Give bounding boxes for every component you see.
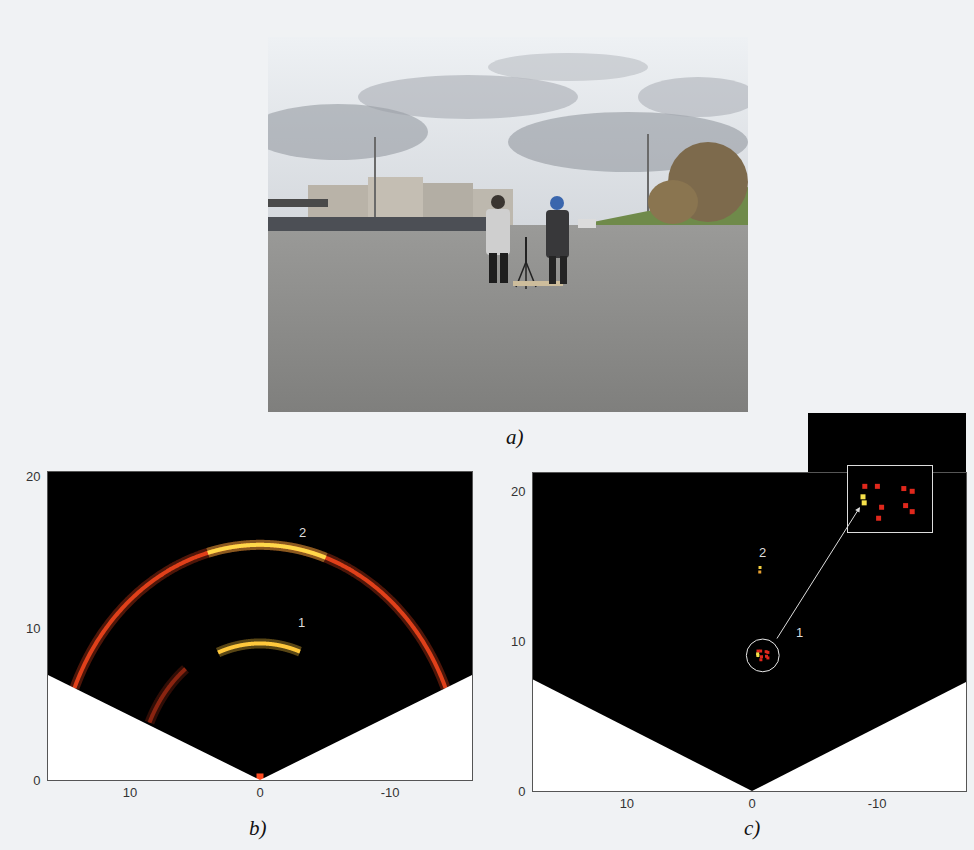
svg-text:10: 10 [620,796,634,811]
svg-text:0: 0 [748,796,755,811]
svg-text:20: 20 [26,469,40,484]
svg-text:b): b) [249,816,267,840]
svg-text:2: 2 [759,545,766,560]
svg-text:c): c) [744,816,760,840]
svg-text:20: 20 [511,484,525,499]
svg-text:1: 1 [298,615,305,630]
svg-text:-10: -10 [381,785,400,800]
svg-text:2: 2 [299,525,306,540]
svg-text:0: 0 [33,773,40,788]
svg-text:10: 10 [123,785,137,800]
svg-text:10: 10 [511,634,525,649]
svg-text:0: 0 [518,784,525,799]
svg-text:1: 1 [796,625,803,640]
svg-text:0: 0 [256,785,263,800]
svg-text:10: 10 [26,621,40,636]
svg-text:a): a) [506,425,524,449]
svg-text:-10: -10 [868,796,887,811]
